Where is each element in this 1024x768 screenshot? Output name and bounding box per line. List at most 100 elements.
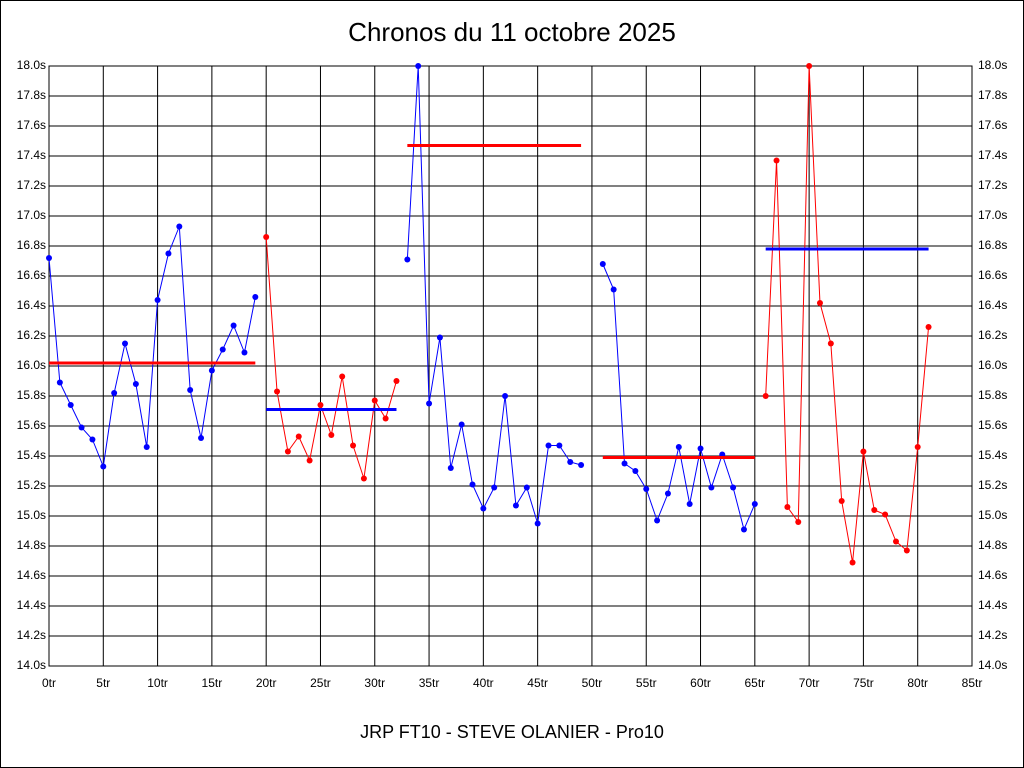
data-point xyxy=(621,460,628,467)
data-point xyxy=(426,400,433,407)
x-tick-label: 40tr xyxy=(473,676,494,690)
y2-tick-label: 14.6s xyxy=(978,568,1007,582)
x-tick-label: 35tr xyxy=(419,676,440,690)
data-point xyxy=(415,63,422,69)
y-tick-label: 15.6s xyxy=(17,418,46,432)
y2-tick-label: 15.4s xyxy=(978,448,1007,462)
data-point xyxy=(447,465,454,471)
data-point xyxy=(762,393,769,399)
data-point xyxy=(740,526,747,533)
y2-tick-label: 18.0s xyxy=(978,58,1007,72)
data-point xyxy=(773,157,780,164)
y-tick-label: 14.4s xyxy=(17,598,46,612)
data-point xyxy=(176,223,183,230)
data-point xyxy=(675,444,682,450)
y-tick-label: 18.0s xyxy=(17,58,46,72)
data-point xyxy=(187,387,194,393)
x-tick-label: 15tr xyxy=(202,676,223,690)
data-point xyxy=(317,402,324,408)
data-point xyxy=(643,486,650,492)
x-tick-label: 30tr xyxy=(364,676,385,690)
data-point xyxy=(578,462,585,468)
x-tick-label: 65tr xyxy=(744,676,765,690)
data-point xyxy=(208,367,215,374)
data-point xyxy=(730,484,737,491)
y2-tick-label: 14.0s xyxy=(978,658,1007,672)
y2-tick-label: 17.4s xyxy=(978,148,1007,162)
y2-tick-label: 16.4s xyxy=(978,298,1007,312)
data-point xyxy=(686,501,693,507)
data-point xyxy=(46,255,52,261)
y2-tick-label: 14.2s xyxy=(978,628,1007,642)
y2-tick-label: 16.2s xyxy=(978,328,1007,342)
data-point xyxy=(545,442,552,449)
x-tick-label: 60tr xyxy=(690,676,711,690)
data-point xyxy=(925,324,932,330)
x-tick-label: 75tr xyxy=(853,676,874,690)
data-point xyxy=(382,415,389,422)
y2-tick-label: 17.2s xyxy=(978,178,1007,192)
data-point xyxy=(838,498,845,504)
data-point xyxy=(263,234,270,240)
data-point xyxy=(502,393,509,399)
data-point xyxy=(697,445,704,452)
y2-tick-label: 16.8s xyxy=(978,238,1007,252)
data-point xyxy=(371,397,378,404)
data-point xyxy=(784,504,791,510)
data-point xyxy=(871,507,878,513)
x-tick-label: 50tr xyxy=(582,676,603,690)
data-point xyxy=(230,322,237,329)
data-point xyxy=(350,442,357,449)
y2-tick-label: 14.8s xyxy=(978,538,1007,552)
x-tick-label: 45tr xyxy=(527,676,548,690)
x-tick-label: 5tr xyxy=(96,676,110,690)
data-point xyxy=(903,547,910,554)
data-point xyxy=(67,402,74,408)
y-tick-label: 17.8s xyxy=(17,88,46,102)
data-point xyxy=(882,511,889,518)
data-point xyxy=(534,520,541,527)
data-point xyxy=(512,502,519,509)
data-point xyxy=(436,334,443,341)
data-point xyxy=(849,559,856,566)
data-point xyxy=(914,444,921,450)
x-tick-label: 85tr xyxy=(962,676,983,690)
data-point xyxy=(664,490,671,497)
data-point xyxy=(523,484,530,491)
plot-area xyxy=(48,65,973,667)
data-point xyxy=(143,444,150,450)
data-point xyxy=(567,459,574,465)
data-point xyxy=(393,378,400,384)
y2-tick-label: 14.4s xyxy=(978,598,1007,612)
data-point xyxy=(469,481,476,488)
data-point xyxy=(274,388,281,395)
chart-title: Chronos du 11 octobre 2025 xyxy=(348,17,676,47)
y-tick-label: 14.0s xyxy=(17,658,46,672)
y-tick-label: 16.2s xyxy=(17,328,46,342)
data-point xyxy=(252,294,259,300)
data-point xyxy=(219,346,226,353)
y-tick-label: 17.2s xyxy=(17,178,46,192)
data-point xyxy=(284,448,291,455)
data-point xyxy=(89,436,96,443)
data-point xyxy=(132,381,139,387)
y-tick-label: 15.4s xyxy=(17,448,46,462)
y-tick-label: 17.6s xyxy=(17,118,46,132)
data-point xyxy=(360,475,367,482)
data-point xyxy=(78,424,85,431)
data-point xyxy=(556,442,563,449)
x-tick-label: 55tr xyxy=(636,676,657,690)
y2-tick-label: 16.0s xyxy=(978,358,1007,372)
data-point xyxy=(632,468,639,474)
data-point xyxy=(708,484,715,491)
x-axis-label: JRP FT10 - STEVE OLANIER - Pro10 xyxy=(360,722,664,742)
y-tick-label: 14.2s xyxy=(17,628,46,642)
data-point xyxy=(339,373,346,380)
x-tick-label: 10tr xyxy=(147,676,168,690)
data-point xyxy=(122,340,129,347)
data-point xyxy=(599,261,606,267)
data-point xyxy=(56,379,63,386)
y2-tick-label: 15.8s xyxy=(978,388,1007,402)
data-point xyxy=(111,390,118,396)
